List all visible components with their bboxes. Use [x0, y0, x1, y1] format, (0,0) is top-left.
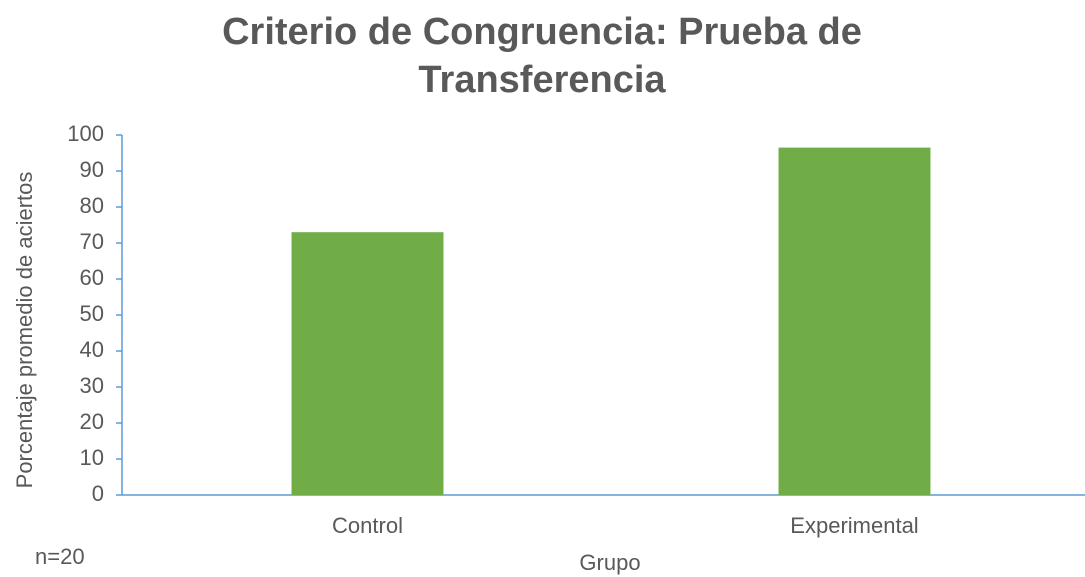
annotation: n=20: [35, 544, 85, 569]
y-tick-label: 50: [80, 301, 104, 326]
y-tick-label: 60: [80, 265, 104, 290]
x-axis-label: Grupo: [579, 550, 640, 575]
y-tick-label: 70: [80, 229, 104, 254]
y-tick-label: 90: [80, 157, 104, 182]
bar: [778, 147, 931, 495]
y-axis-label: Porcentaje promedio de aciertos: [12, 172, 37, 489]
y-tick-label: 40: [80, 337, 104, 362]
chart-title: Criterio de Congruencia: Prueba de Trans…: [222, 11, 862, 101]
y-tick-label: 10: [80, 445, 104, 470]
y-tick-label: 20: [80, 409, 104, 434]
x-tick-label: Experimental: [790, 513, 918, 538]
y-tick-label: 80: [80, 193, 104, 218]
y-tick-label: 100: [67, 121, 104, 146]
x-tick-label: Control: [332, 513, 403, 538]
y-tick-label: 0: [92, 481, 104, 506]
y-tick-label: 30: [80, 373, 104, 398]
bar: [291, 232, 444, 495]
